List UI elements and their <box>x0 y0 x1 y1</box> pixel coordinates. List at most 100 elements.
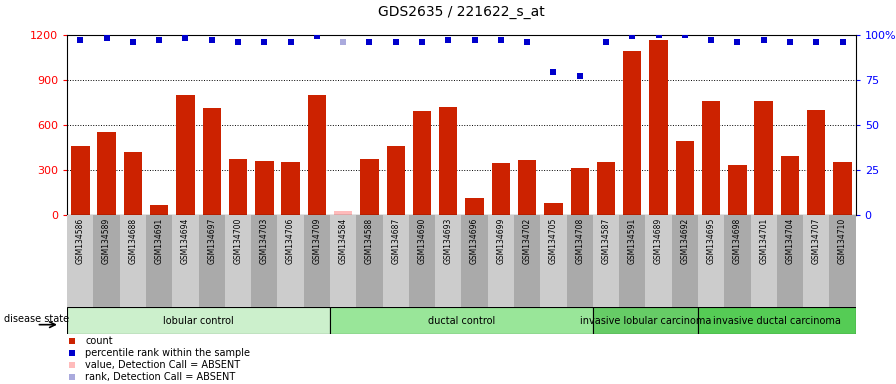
Text: lobular control: lobular control <box>163 316 234 326</box>
Bar <box>492 163 510 215</box>
Bar <box>146 215 172 307</box>
Text: GSM134694: GSM134694 <box>181 218 190 264</box>
Bar <box>357 215 383 307</box>
Text: GDS2635 / 221622_s_at: GDS2635 / 221622_s_at <box>378 5 545 19</box>
Bar <box>228 159 247 215</box>
Bar <box>566 215 593 307</box>
Text: GSM134697: GSM134697 <box>207 218 216 264</box>
Bar <box>202 108 221 215</box>
Text: GSM134586: GSM134586 <box>76 218 85 264</box>
Text: GSM134587: GSM134587 <box>601 218 610 264</box>
Text: GSM134690: GSM134690 <box>418 218 426 264</box>
Text: GSM134701: GSM134701 <box>759 218 768 264</box>
Text: GSM134707: GSM134707 <box>812 218 821 264</box>
Text: GSM134589: GSM134589 <box>102 218 111 264</box>
Bar <box>386 146 405 215</box>
Bar <box>751 215 777 307</box>
Bar <box>544 203 563 215</box>
Text: value, Detection Call = ABSENT: value, Detection Call = ABSENT <box>85 360 240 370</box>
Bar <box>172 215 199 307</box>
Bar <box>67 215 93 307</box>
Text: GSM134691: GSM134691 <box>155 218 164 264</box>
Bar <box>724 215 751 307</box>
Text: GSM134689: GSM134689 <box>654 218 663 264</box>
Bar <box>461 215 487 307</box>
Bar <box>225 215 251 307</box>
Bar <box>124 152 142 215</box>
Bar <box>807 110 825 215</box>
Text: GSM134709: GSM134709 <box>313 218 322 264</box>
Text: GSM134703: GSM134703 <box>260 218 269 264</box>
Text: GSM134699: GSM134699 <box>496 218 505 264</box>
Bar <box>833 162 852 215</box>
Text: GSM134710: GSM134710 <box>838 218 847 264</box>
Bar <box>435 215 461 307</box>
Bar <box>597 162 616 215</box>
Bar <box>304 215 330 307</box>
Bar <box>409 215 435 307</box>
Bar <box>540 215 566 307</box>
Text: GSM134693: GSM134693 <box>444 218 452 264</box>
Bar <box>413 111 431 215</box>
Bar <box>518 160 537 215</box>
Bar <box>803 215 830 307</box>
Text: GSM134706: GSM134706 <box>286 218 295 264</box>
Bar <box>780 156 799 215</box>
Text: GSM134695: GSM134695 <box>707 218 716 264</box>
Bar <box>334 211 352 215</box>
Text: GSM134588: GSM134588 <box>365 218 374 264</box>
Bar <box>281 162 300 215</box>
Text: percentile rank within the sample: percentile rank within the sample <box>85 348 250 358</box>
Text: GSM134700: GSM134700 <box>234 218 243 264</box>
Bar <box>330 307 593 334</box>
Text: invasive lobular carcinoma: invasive lobular carcinoma <box>580 316 711 326</box>
Bar <box>698 215 724 307</box>
Bar <box>465 199 484 215</box>
Text: GSM134591: GSM134591 <box>628 218 637 264</box>
Bar <box>255 161 273 215</box>
Bar <box>672 215 698 307</box>
Bar <box>777 215 803 307</box>
Bar <box>360 159 379 215</box>
Text: GSM134696: GSM134696 <box>470 218 479 264</box>
Text: GSM134704: GSM134704 <box>786 218 795 264</box>
Text: GSM134698: GSM134698 <box>733 218 742 264</box>
Text: GSM134702: GSM134702 <box>522 218 531 264</box>
Bar <box>93 215 120 307</box>
Text: rank, Detection Call = ABSENT: rank, Detection Call = ABSENT <box>85 372 236 382</box>
Text: ductal control: ductal control <box>427 316 495 326</box>
Bar <box>67 307 330 334</box>
Text: invasive ductal carcinoma: invasive ductal carcinoma <box>713 316 840 326</box>
Bar <box>698 307 856 334</box>
Bar <box>251 215 278 307</box>
Bar <box>593 215 619 307</box>
Bar <box>702 101 720 215</box>
Bar <box>593 307 698 334</box>
Text: GSM134688: GSM134688 <box>128 218 137 264</box>
Text: GSM134705: GSM134705 <box>549 218 558 264</box>
Bar <box>830 215 856 307</box>
Bar <box>754 101 773 215</box>
Bar <box>307 96 326 215</box>
Bar <box>439 107 458 215</box>
Bar <box>199 215 225 307</box>
Text: disease state: disease state <box>4 314 70 324</box>
Bar <box>330 215 357 307</box>
Bar <box>278 215 304 307</box>
Bar <box>150 205 168 215</box>
Bar <box>619 215 645 307</box>
Bar <box>487 215 514 307</box>
Bar <box>177 96 194 215</box>
Bar <box>728 166 746 215</box>
Text: GSM134584: GSM134584 <box>339 218 348 264</box>
Text: GSM134692: GSM134692 <box>680 218 689 264</box>
Bar <box>571 169 589 215</box>
Bar <box>120 215 146 307</box>
Bar <box>98 132 116 215</box>
Bar <box>650 40 668 215</box>
Bar <box>676 141 694 215</box>
Bar <box>514 215 540 307</box>
Bar <box>645 215 672 307</box>
Text: GSM134687: GSM134687 <box>392 218 401 264</box>
Text: count: count <box>85 336 113 346</box>
